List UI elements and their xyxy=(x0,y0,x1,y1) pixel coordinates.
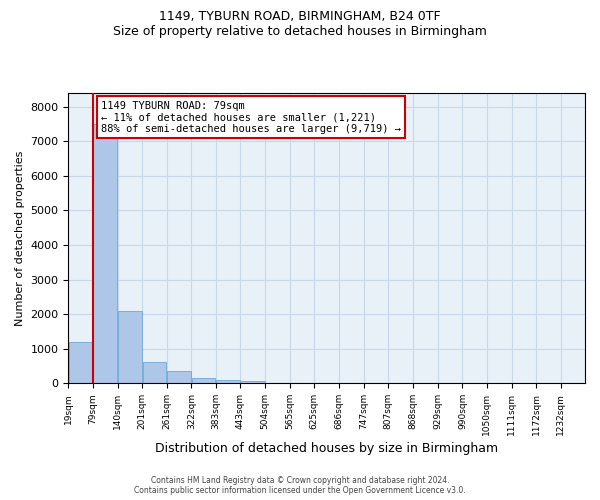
X-axis label: Distribution of detached houses by size in Birmingham: Distribution of detached houses by size … xyxy=(155,442,498,455)
Bar xyxy=(217,380,240,383)
Text: 1149, TYBURN ROAD, BIRMINGHAM, B24 0TF
Size of property relative to detached hou: 1149, TYBURN ROAD, BIRMINGHAM, B24 0TF S… xyxy=(113,10,487,38)
Bar xyxy=(68,342,92,383)
Bar xyxy=(265,382,289,383)
Bar xyxy=(167,371,191,383)
Text: 1149 TYBURN ROAD: 79sqm
← 11% of detached houses are smaller (1,221)
88% of semi: 1149 TYBURN ROAD: 79sqm ← 11% of detache… xyxy=(101,100,401,134)
Bar xyxy=(241,382,265,383)
Y-axis label: Number of detached properties: Number of detached properties xyxy=(15,150,25,326)
Text: Contains HM Land Registry data © Crown copyright and database right 2024.
Contai: Contains HM Land Registry data © Crown c… xyxy=(134,476,466,495)
Bar xyxy=(93,124,117,383)
Bar xyxy=(143,362,166,383)
Bar xyxy=(191,378,215,383)
Bar xyxy=(118,310,142,383)
